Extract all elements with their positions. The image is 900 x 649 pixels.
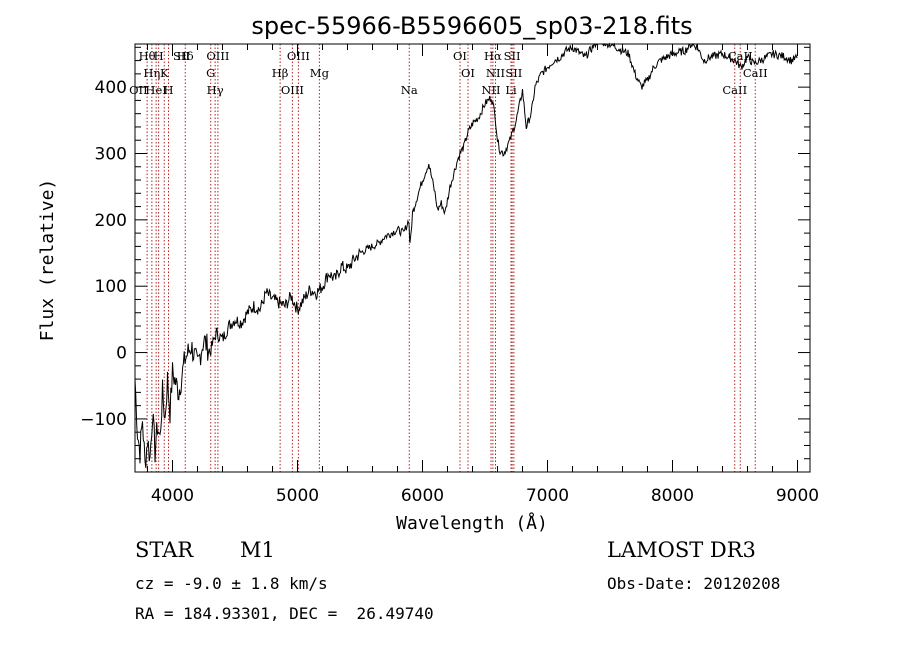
line-label-12: OIII xyxy=(287,49,310,63)
emission-line-markers xyxy=(146,44,756,472)
line-label-25: CaII xyxy=(743,66,768,80)
line-label-14: Na xyxy=(401,83,418,97)
x-tick-label-3: 7000 xyxy=(526,486,569,506)
line-label-0: Hθ xyxy=(139,49,156,63)
line-label-17: NII xyxy=(481,83,500,97)
spectrum-line xyxy=(134,42,798,468)
y-axis-label: Flux (relative) xyxy=(37,179,58,342)
line-label-9: OIII xyxy=(206,49,229,63)
line-label-21: SII xyxy=(504,49,521,63)
y-tick-label-2: 100 xyxy=(95,277,127,297)
y-tick-label-3: 200 xyxy=(95,211,127,231)
line-label-23: CaII xyxy=(722,83,747,97)
line-label-7: G xyxy=(206,66,215,80)
x-axis-label: Wavelength (Å) xyxy=(396,512,548,534)
line-label-8: Hγ xyxy=(207,83,224,97)
line-label-3: H xyxy=(154,49,164,63)
x-tick-label-4: 8000 xyxy=(651,486,694,506)
x-tick-label-1: 5000 xyxy=(276,486,319,506)
line-label-27: SII xyxy=(173,49,190,63)
line-label-13: Mg xyxy=(310,66,330,80)
coordinates-text: RA = 184.93301, DEC = 26.49740 xyxy=(135,604,434,623)
y-tick-label-4: 300 xyxy=(95,144,127,164)
line-label-10: Hβ xyxy=(272,66,289,80)
y-axis-ticks: −100 0 100 200 300 400 xyxy=(80,46,810,460)
line-label-20: Li xyxy=(505,83,517,97)
line-label-15: OI xyxy=(453,49,467,63)
line-label-1: Hη xyxy=(143,66,160,80)
line-label-16: OI xyxy=(461,66,475,80)
plot-frame xyxy=(134,43,811,473)
obs-date-text: Obs-Date: 20120208 xyxy=(607,574,781,593)
line-label-6: Hδ xyxy=(177,49,194,63)
spectrum-series xyxy=(134,42,798,468)
line-label-4: K xyxy=(160,66,169,80)
line-label-26: OII xyxy=(129,83,148,97)
y-tick-label-1: 0 xyxy=(116,344,127,364)
line-label-19: NII xyxy=(486,66,505,80)
line-label-5: H xyxy=(163,83,173,97)
chart-title: spec-55966-B5596605_sp03-218.fits xyxy=(251,12,692,40)
redshift-text: cz = -9.0 ± 1.8 km/s xyxy=(135,574,328,593)
y-tick-label-0: −100 xyxy=(80,410,127,430)
object-class: STAR xyxy=(135,538,194,562)
x-tick-label-0: 4000 xyxy=(151,486,194,506)
line-label-11: OIII xyxy=(281,83,304,97)
emission-line-labels: HθHηHeIHKHHδGHγOIIIHβOIIIOIIIMgNaOIOINII… xyxy=(129,49,768,97)
x-tick-label-2: 6000 xyxy=(401,486,444,506)
x-axis-ticks: 4000 5000 6000 7000 8000 9000 xyxy=(147,44,819,506)
object-subclass: M1 xyxy=(240,538,275,562)
x-tick-label-5: 9000 xyxy=(776,486,819,506)
line-label-22: SII xyxy=(505,66,522,80)
line-label-18: Hα xyxy=(484,49,502,63)
y-tick-label-5: 400 xyxy=(95,78,127,98)
survey-name: LAMOST DR3 xyxy=(607,538,756,562)
line-label-2: HeI xyxy=(145,83,166,97)
